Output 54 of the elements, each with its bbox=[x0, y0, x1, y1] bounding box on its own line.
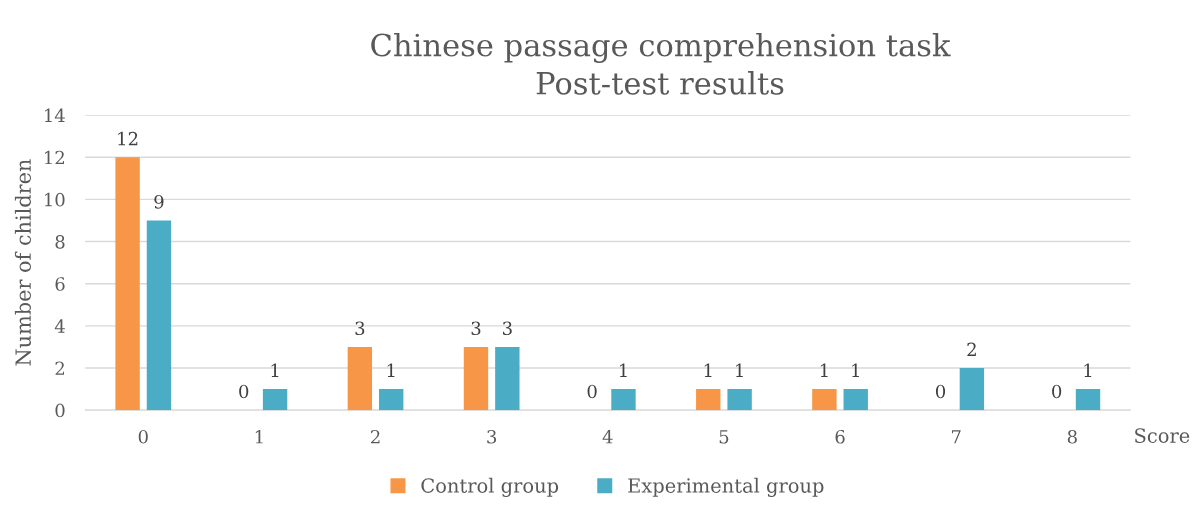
bar bbox=[1075, 389, 1101, 411]
bar bbox=[379, 389, 404, 411]
data-label: 3 bbox=[355, 321, 365, 336]
data-label: 9 bbox=[154, 194, 164, 209]
data-label: 1 bbox=[736, 363, 743, 377]
bar bbox=[843, 389, 868, 411]
bar bbox=[812, 389, 837, 411]
y-tick-label: 4 bbox=[54, 319, 65, 333]
data-label: 1 bbox=[387, 363, 395, 377]
y-tick-label: 6 bbox=[55, 277, 65, 291]
data-label: 1 bbox=[271, 363, 279, 377]
y-tick-label: 8 bbox=[55, 235, 65, 249]
bar bbox=[146, 220, 172, 411]
y-tick-label: 2 bbox=[55, 361, 64, 375]
bar bbox=[262, 389, 288, 411]
legend-label: Control group bbox=[421, 477, 559, 497]
x-tick-label: 8 bbox=[1067, 429, 1077, 444]
x-tick-label: 5 bbox=[719, 430, 729, 444]
bar bbox=[727, 389, 752, 411]
x-axis-title: Score bbox=[1135, 428, 1190, 443]
data-label: 3 bbox=[471, 321, 481, 336]
x-tick-label: 1 bbox=[255, 429, 263, 444]
data-label: 0 bbox=[587, 384, 597, 399]
y-tick-label: 12 bbox=[44, 150, 64, 165]
bar bbox=[115, 157, 140, 411]
data-label: 1 bbox=[704, 363, 712, 377]
data-label: 0 bbox=[935, 384, 946, 399]
x-tick-label: 6 bbox=[835, 429, 845, 444]
y-tick-label: 0 bbox=[55, 403, 65, 418]
x-tick-label: 2 bbox=[371, 429, 380, 444]
data-label: 1 bbox=[852, 363, 859, 377]
legend-label: Experimental group bbox=[628, 477, 824, 497]
bar bbox=[959, 368, 985, 411]
x-tick-label: 0 bbox=[138, 429, 148, 444]
y-tick-label: 14 bbox=[44, 108, 65, 122]
x-tick-label: 3 bbox=[487, 429, 497, 444]
data-label: 1 bbox=[1084, 363, 1092, 377]
bar bbox=[347, 346, 373, 411]
bar bbox=[463, 346, 489, 411]
data-label: 1 bbox=[820, 363, 828, 377]
bar bbox=[696, 389, 721, 411]
y-axis-title: Number of children bbox=[14, 159, 31, 366]
data-label: 0 bbox=[1052, 384, 1062, 399]
data-label: 2 bbox=[967, 342, 976, 356]
chart-title: Chinese passage comprehension task Post-test results bbox=[371, 32, 951, 95]
bar bbox=[495, 346, 520, 411]
bar bbox=[611, 389, 636, 411]
x-tick-label: 4 bbox=[602, 429, 613, 444]
data-label: 3 bbox=[502, 321, 512, 336]
data-label: 0 bbox=[239, 384, 249, 399]
y-tick-label: 10 bbox=[44, 192, 65, 207]
data-label: 1 bbox=[619, 363, 627, 377]
x-tick-label: 7 bbox=[951, 430, 961, 444]
data-label: 12 bbox=[118, 131, 138, 146]
